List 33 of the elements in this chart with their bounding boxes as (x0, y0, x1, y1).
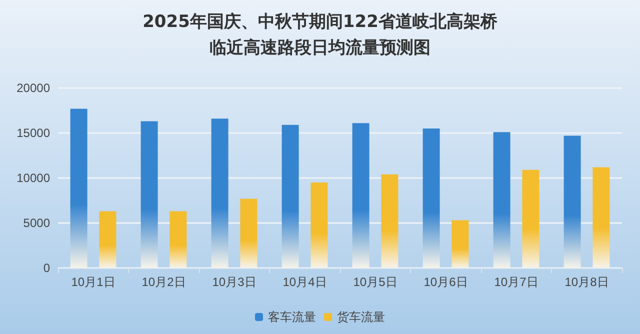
bar (522, 170, 540, 268)
x-tick-label: 10月7日 (494, 275, 538, 289)
bar (282, 124, 299, 268)
x-tick-label: 10月2日 (142, 275, 186, 289)
bar (381, 174, 398, 268)
bar (99, 211, 116, 268)
bar (452, 220, 469, 268)
bar (310, 182, 328, 268)
x-tick-label: 10月5日 (353, 275, 398, 289)
bar (493, 132, 510, 268)
bar (352, 123, 370, 268)
chart-subtitle: 临近高速路段日均流量预测图 (210, 38, 430, 58)
x-tick-label: 10月1日 (71, 275, 116, 289)
bar (70, 108, 88, 268)
x-tick-label: 10月3日 (212, 275, 256, 289)
y-tick-label: 5000 (23, 216, 50, 230)
bar (240, 198, 258, 268)
bar (422, 128, 440, 268)
y-tick-label: 15000 (16, 126, 50, 140)
x-tick-label: 10月4日 (282, 275, 327, 289)
y-tick-label: 20000 (16, 81, 50, 95)
bar (564, 136, 581, 268)
legend-label: 货车流量 (337, 310, 385, 324)
y-tick-label: 10000 (16, 171, 50, 185)
bar (140, 121, 158, 268)
y-tick-label: 0 (43, 261, 50, 275)
x-tick-label: 10月6日 (424, 275, 468, 289)
legend-label: 客车流量 (268, 310, 316, 324)
bar (592, 167, 610, 268)
x-tick-label: 10月8日 (564, 275, 609, 289)
chart-title: 2025年国庆、中秋节期间122省道岐北高架桥 (142, 12, 498, 32)
bar (211, 118, 228, 268)
bar (170, 211, 187, 268)
